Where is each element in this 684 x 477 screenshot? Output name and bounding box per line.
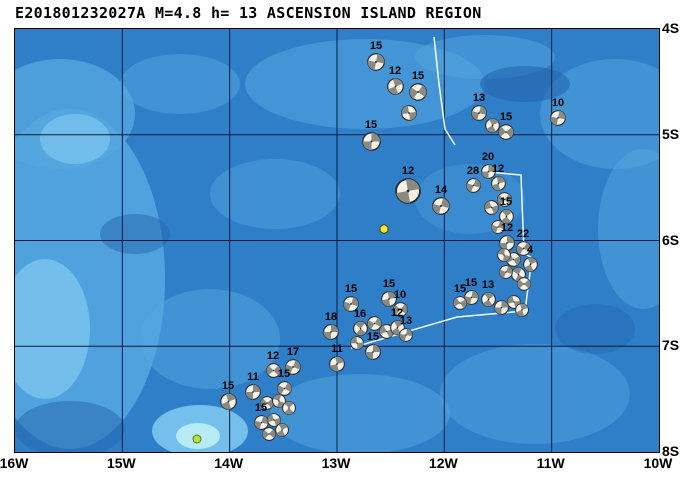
lat-label: 8S [662,443,680,459]
lon-label: 12W [428,455,458,471]
lon-label: 10W [643,455,673,471]
island-marker [192,434,202,444]
event-epicenter-marker [379,223,389,235]
bathymetry-dark-layer [15,66,635,452]
grid-lines [15,29,659,452]
lon-label: 11W [536,455,565,471]
lon-label: 13W [321,455,351,471]
lat-label: 7S [662,337,680,354]
map-markers [192,223,389,444]
lat-label: 6S [662,231,680,248]
lat-label: 4S [662,20,680,36]
map-title: E201801232027A M=4.8 h= 13 ASCENSION ISL… [15,4,482,22]
map-frame: 15 12 15 15 13 15 10 20 28 12 15 12 14 12 22 4 15 13 15 15 1… [14,28,660,453]
map-area: 15 12 15 15 13 15 10 20 28 12 15 12 14 12 22 4 15 13 15 15 1… [15,29,659,452]
lon-label: 16W [0,455,29,471]
lat-label: 5S [662,125,680,142]
map-canvas [15,29,659,452]
lon-label: 15W [106,455,136,471]
lon-label: 14W [214,455,244,471]
